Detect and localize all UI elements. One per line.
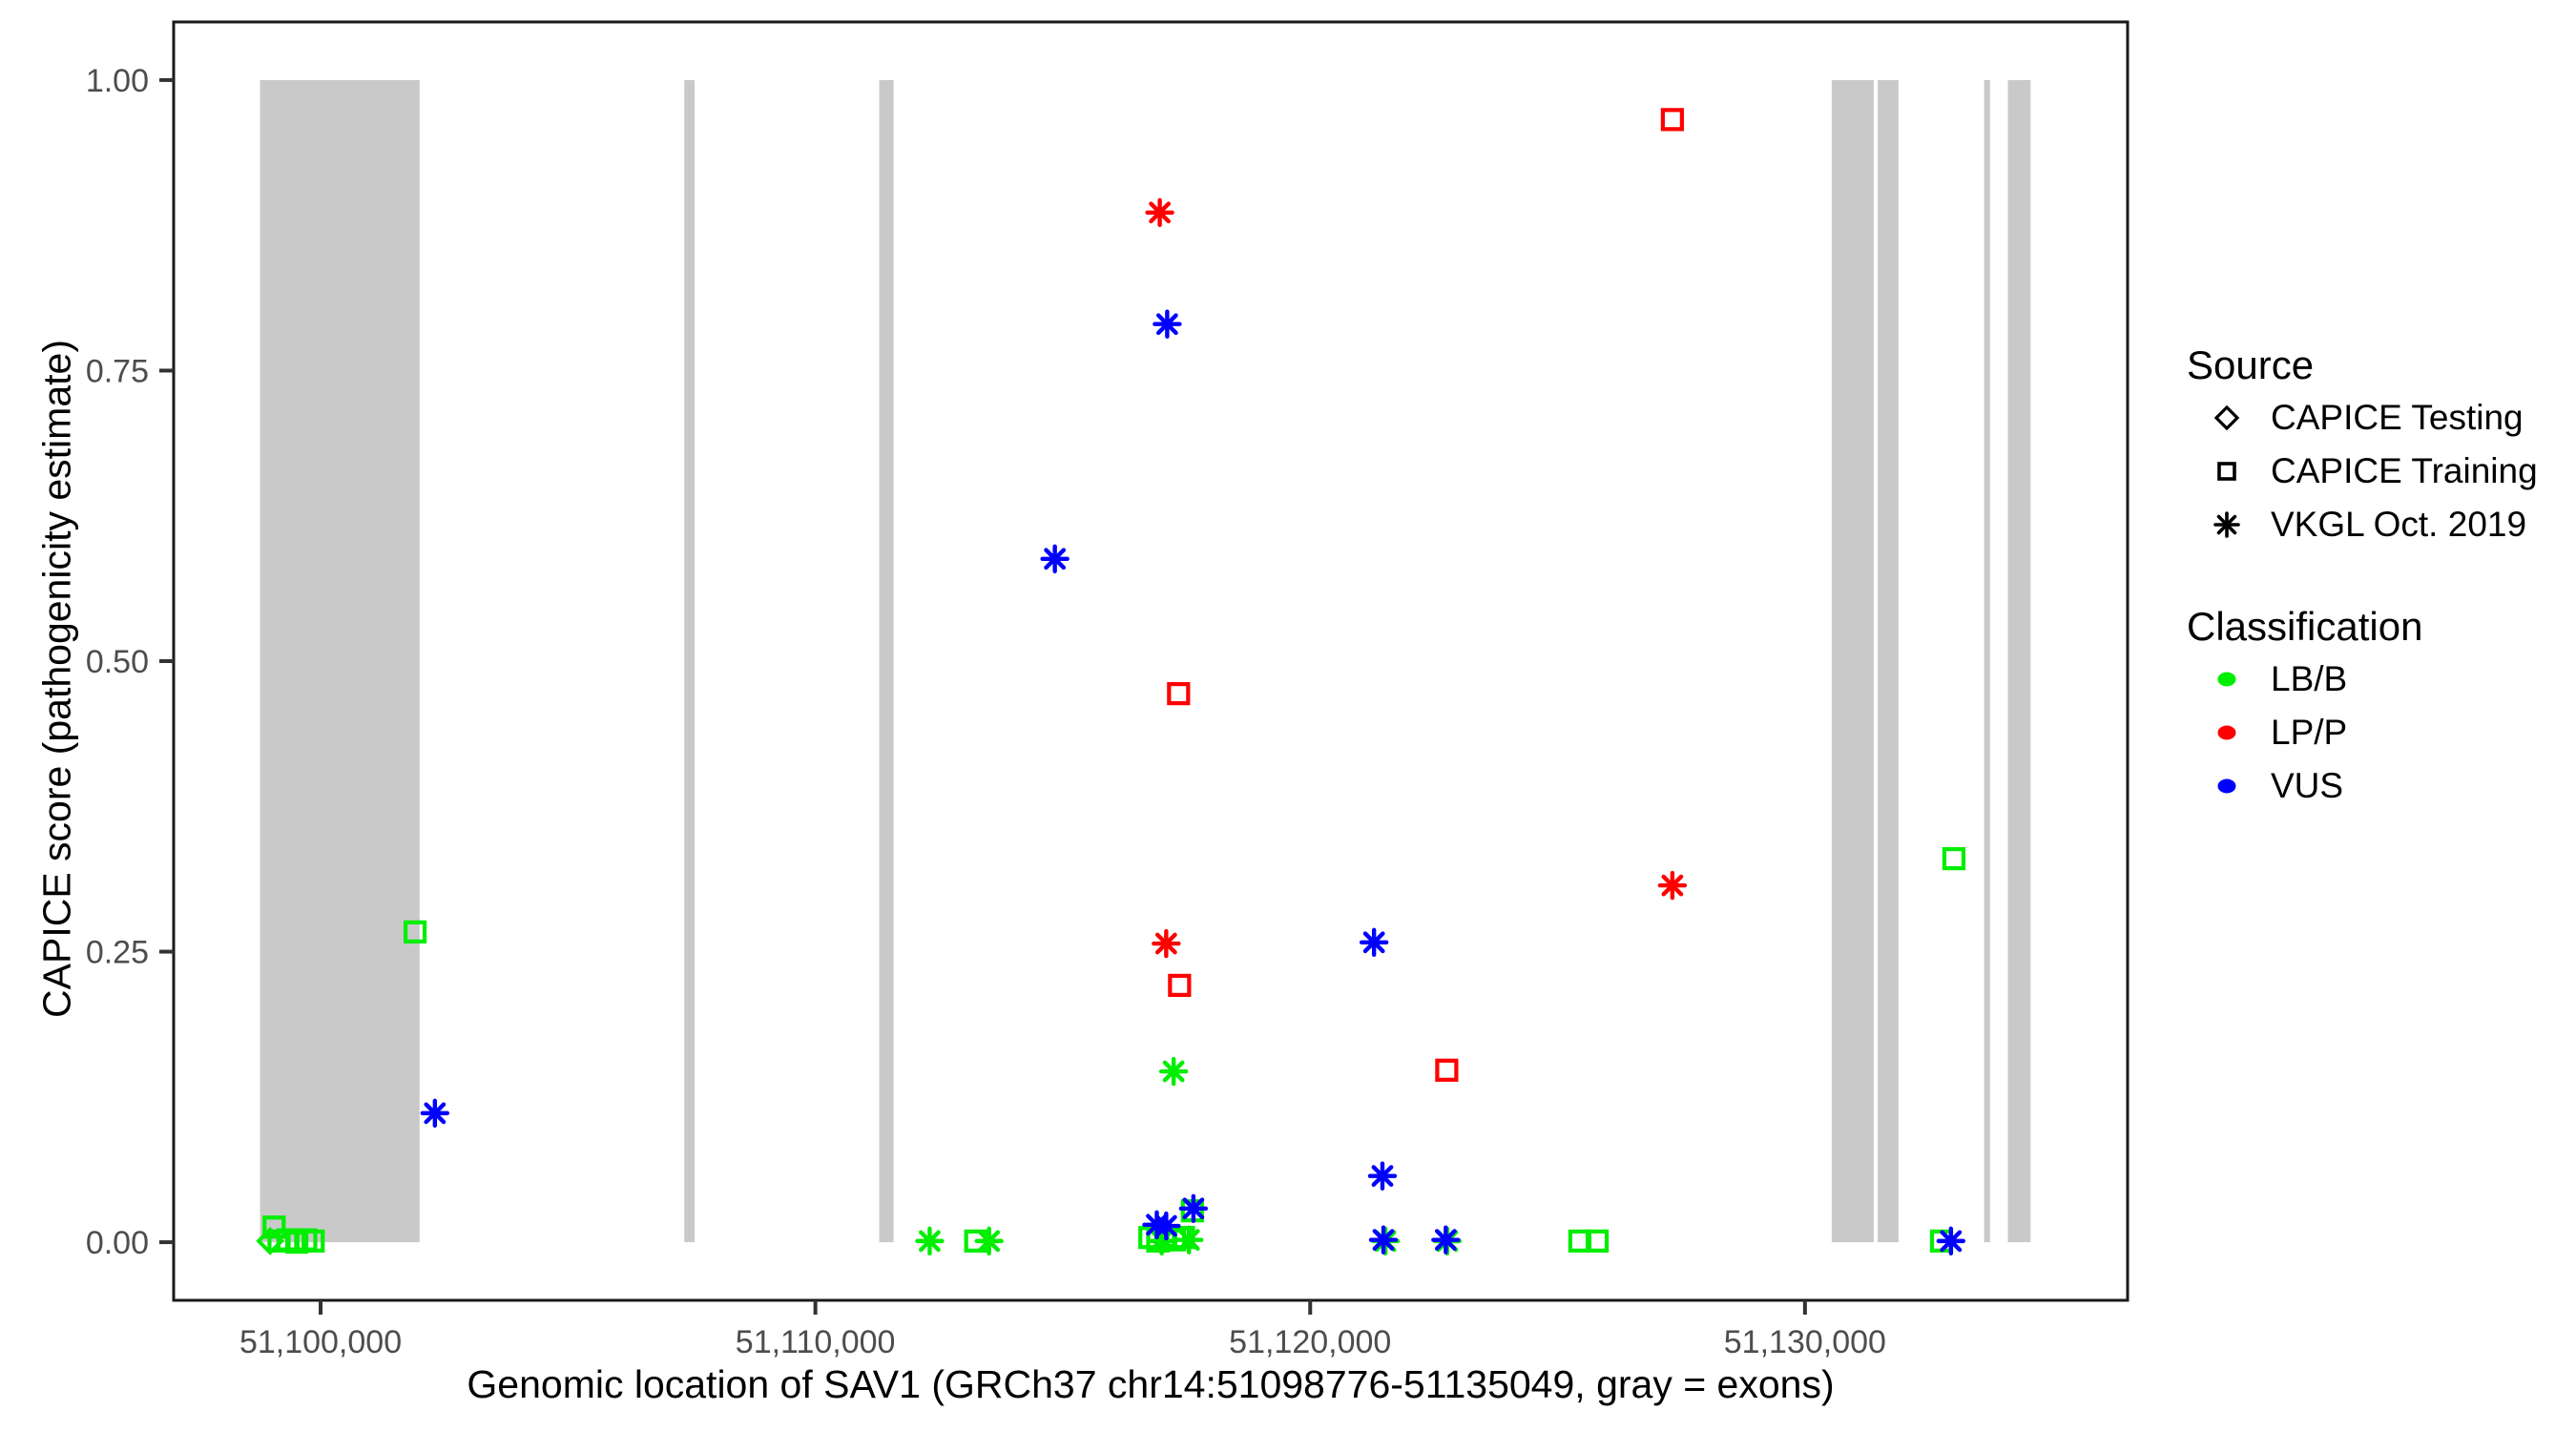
x-tick-label: 51,120,000 [1229, 1324, 1391, 1360]
dot-icon [2217, 725, 2236, 740]
data-point-square [1660, 108, 1684, 132]
legend-item-vus: VUS [2187, 759, 2568, 813]
data-point-square [1168, 973, 1192, 997]
y-tick-label: 0.00 [86, 1225, 149, 1261]
exon-band [879, 79, 894, 1243]
legend-item-vkgl-oct-2019: VKGL Oct. 2019 [2187, 498, 2568, 551]
data-point-square [403, 920, 427, 944]
square-icon [2217, 462, 2236, 481]
data-point-asterisk [1040, 544, 1070, 573]
exon-band [2007, 79, 2031, 1243]
y-tick-label: 0.75 [86, 353, 149, 389]
legend-classification-title: Classification [2187, 604, 2423, 649]
legend-item-label: CAPICE Testing [2271, 398, 2524, 437]
dot-icon [2217, 672, 2236, 687]
x-tick-label: 51,100,000 [239, 1324, 402, 1360]
data-point-asterisk [1178, 1193, 1209, 1223]
legend-item-capice-testing: CAPICE Testing [2187, 391, 2568, 445]
data-point-square [262, 1215, 286, 1239]
data-point-asterisk [1431, 1225, 1461, 1255]
legend-key [2187, 399, 2271, 437]
legend-item-label: CAPICE Training [2271, 451, 2538, 490]
data-point-asterisk [420, 1098, 450, 1129]
legend-item-lp-p: LP/P [2187, 706, 2568, 759]
y-tick-label: 0.25 [86, 935, 149, 971]
data-point-square [1585, 1229, 1610, 1253]
data-point-asterisk [1367, 1161, 1398, 1191]
data-point-square [1167, 682, 1191, 706]
diamond-icon [2213, 404, 2240, 431]
data-point-square [301, 1229, 325, 1253]
exon-band [1984, 79, 1990, 1243]
legend: Source CAPICE Testing CAPICE Training VKGL… [2187, 340, 2568, 813]
legend-key [2187, 506, 2271, 544]
legend-spacer [2187, 551, 2568, 601]
legend-item-label: LP/P [2271, 713, 2348, 752]
data-point-asterisk [1152, 1211, 1181, 1241]
data-point-asterisk [1657, 870, 1688, 901]
legend-source-items: CAPICE Testing CAPICE Training VKGL Oct. 2… [2187, 391, 2568, 551]
y-tick-label: 1.00 [86, 63, 149, 99]
data-point-square [1435, 1058, 1459, 1082]
asterisk-icon [2213, 511, 2240, 538]
data-point-asterisk [915, 1226, 945, 1256]
legend-source-title: Source [2187, 342, 2315, 387]
dot-icon [2217, 778, 2236, 794]
legend-key [2187, 660, 2271, 698]
legend-item-label: LB/B [2271, 659, 2348, 698]
exon-band [684, 79, 696, 1243]
exon-band [260, 79, 420, 1243]
legend-item-label: VUS [2271, 766, 2344, 805]
data-point-asterisk [1368, 1225, 1399, 1255]
legend-classification-items: LB/B LP/P VUS [2187, 653, 2568, 813]
legend-item-label: VKGL Oct. 2019 [2271, 505, 2527, 544]
data-point-asterisk [974, 1226, 1004, 1256]
data-points-layer [256, 108, 1966, 1256]
data-point-square [1942, 846, 1966, 871]
legend-key [2187, 714, 2271, 752]
data-point-asterisk [1936, 1226, 1966, 1256]
x-axis-title: Genomic location of SAV1 (GRCh37 chr14:5… [467, 1362, 1835, 1406]
x-tick-label: 51,110,000 [736, 1324, 896, 1360]
data-point-asterisk [1145, 197, 1174, 227]
data-point-asterisk [1158, 1056, 1189, 1087]
data-point-asterisk [1153, 309, 1182, 339]
data-point-asterisk [1174, 1225, 1204, 1255]
legend-key [2187, 767, 2271, 805]
data-point-asterisk [1152, 928, 1181, 959]
legend-key [2187, 452, 2271, 490]
x-tick-label: 51,130,000 [1724, 1324, 1886, 1360]
y-axis-title: CAPICE score (pathogenicity estimate) [34, 340, 79, 1018]
y-tick-label: 0.50 [86, 644, 149, 680]
legend-item-capice-training: CAPICE Training [2187, 445, 2568, 498]
legend-item-lb-b: LB/B [2187, 653, 2568, 706]
exon-band [1878, 79, 1899, 1243]
exon-band [1831, 79, 1874, 1243]
data-point-asterisk [1359, 927, 1389, 957]
